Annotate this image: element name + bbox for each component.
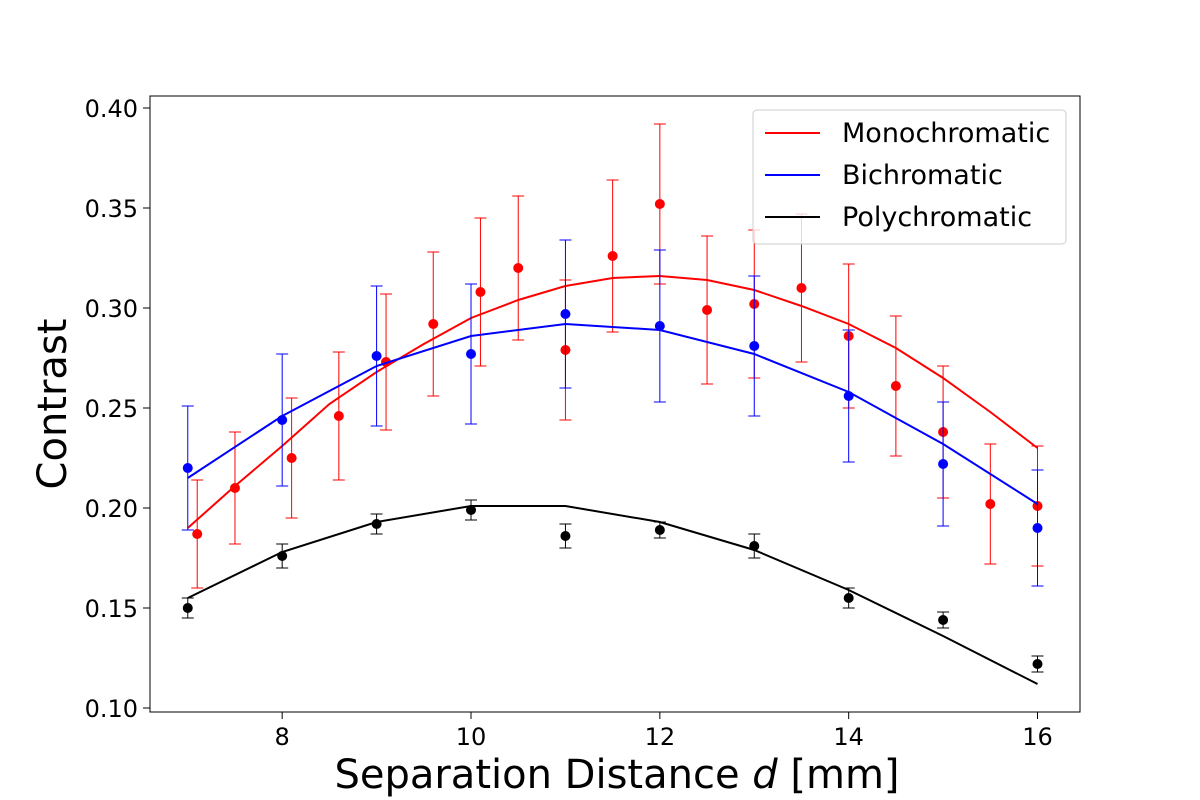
fit-line-bichromatic	[187, 322, 1039, 505]
data-point-polychromatic	[938, 615, 949, 625]
data-point-bichromatic	[749, 341, 760, 351]
x-tick-label: 16	[1022, 723, 1053, 751]
y-tick-label: 0.40	[85, 95, 138, 123]
data-point-bichromatic	[560, 309, 571, 319]
data-point-monochromatic	[229, 483, 240, 493]
data-point-monochromatic	[654, 199, 665, 209]
legend: Monochromatic Bichromatic Polychromatic	[752, 109, 1067, 245]
data-point-monochromatic	[985, 499, 996, 509]
data-point-bichromatic	[466, 349, 477, 359]
data-point-polychromatic	[1032, 659, 1043, 669]
y-tick-label: 0.20	[85, 495, 138, 523]
x-tick-label: 8	[275, 723, 290, 751]
data-point-bichromatic	[371, 351, 382, 361]
y-tick-label: 0.30	[85, 295, 138, 323]
y-tick-label: 0.35	[85, 195, 138, 223]
data-point-polychromatic	[843, 593, 854, 603]
legend-box	[752, 109, 1067, 245]
plot-marks	[181, 123, 1044, 685]
legend-label-bichromatic: Bichromatic	[842, 160, 1003, 191]
y-tick-label: 0.25	[85, 395, 138, 423]
data-point-monochromatic	[475, 287, 486, 297]
data-point-polychromatic	[182, 603, 193, 613]
data-point-monochromatic	[607, 251, 618, 261]
series-bichromatic	[181, 239, 1044, 587]
y-tick-label: 0.15	[85, 595, 138, 623]
series-polychromatic	[181, 499, 1044, 685]
legend-label-polychromatic: Polychromatic	[842, 202, 1032, 233]
y-axis-label: Contrast	[30, 319, 76, 490]
data-point-bichromatic	[938, 459, 949, 469]
data-point-polychromatic	[654, 525, 665, 535]
data-point-polychromatic	[371, 519, 382, 529]
data-point-bichromatic	[654, 321, 665, 331]
data-point-polychromatic	[277, 551, 288, 561]
data-point-bichromatic	[1032, 523, 1043, 533]
legend-label-monochromatic: Monochromatic	[842, 118, 1050, 149]
data-point-monochromatic	[702, 305, 713, 315]
data-point-bichromatic	[182, 463, 193, 473]
data-point-monochromatic	[428, 319, 439, 329]
fit-line-polychromatic	[187, 505, 1038, 685]
data-point-monochromatic	[796, 283, 807, 293]
x-tick-label: 12	[645, 723, 676, 751]
y-tick-label: 0.10	[85, 695, 138, 723]
data-point-polychromatic	[466, 505, 477, 515]
data-point-bichromatic	[843, 391, 854, 401]
axes: 8 10 12 14 16 0.10 0.15 0.20 0.25 0.30 0.35 0.40	[85, 95, 1053, 751]
data-point-polychromatic	[749, 541, 760, 551]
data-point-monochromatic	[333, 411, 344, 421]
data-point-bichromatic	[277, 415, 288, 425]
plot-frame	[149, 95, 1081, 713]
data-point-monochromatic	[890, 381, 901, 391]
data-point-monochromatic	[286, 453, 297, 463]
x-tick-label: 10	[456, 723, 487, 751]
data-point-monochromatic	[192, 529, 203, 539]
data-point-monochromatic	[513, 263, 524, 273]
x-tick-label: 14	[833, 723, 864, 751]
data-point-polychromatic	[560, 531, 571, 541]
x-axis-label: Separation Distance d [mm]	[334, 752, 899, 798]
